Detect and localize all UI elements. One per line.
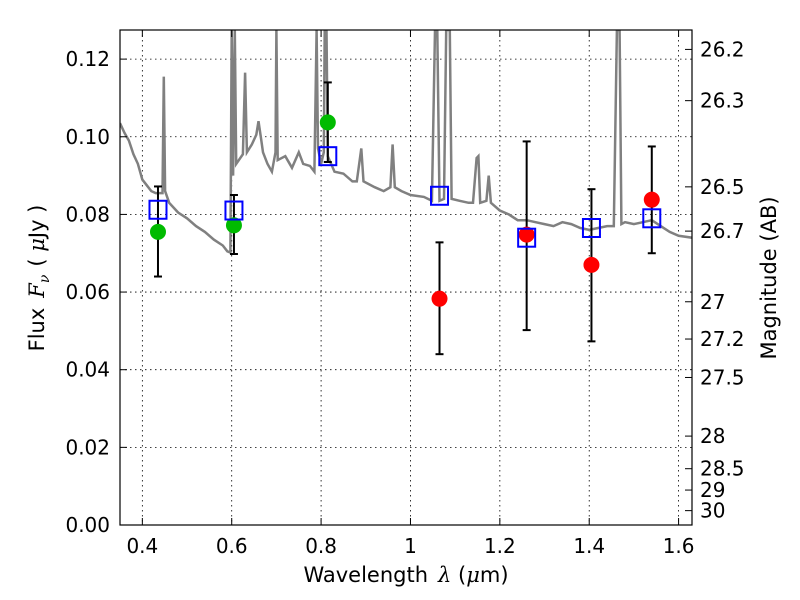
right-y-tick-label: 27.2 xyxy=(700,327,745,351)
axis-ticks xyxy=(120,30,692,526)
model-photometry-point xyxy=(318,146,338,167)
model-photometry-point xyxy=(581,218,601,238)
x-axis-title-text: Wavelength xyxy=(303,563,428,587)
x-axis-units-mu: μ xyxy=(466,563,480,587)
observed-point xyxy=(319,114,336,131)
x-axis-units-close: m) xyxy=(480,563,509,587)
model-photometry-point xyxy=(148,199,168,220)
x-tick-label: 1.4 xyxy=(573,534,605,558)
model-spectrum-line xyxy=(120,30,692,255)
left-y-axis-units-mu: μ xyxy=(25,238,49,252)
right-y-tick-label: 28 xyxy=(700,424,725,448)
axes-frame xyxy=(119,29,693,526)
left-y-axis-title: Flux Fν ( μJy ) xyxy=(25,205,53,352)
x-axis-units-open: ( xyxy=(451,563,466,587)
y-tick-label: 0.02 xyxy=(65,435,110,459)
observed-point xyxy=(643,191,660,208)
observed-point xyxy=(583,256,600,273)
observed-point xyxy=(225,217,242,234)
x-tick-label: 0.6 xyxy=(216,534,248,558)
right-y-tick-label: 26.5 xyxy=(700,175,745,199)
model-photometry-point xyxy=(430,185,450,206)
right-y-tick-label: 30 xyxy=(700,499,725,523)
x-tick-label: 0.8 xyxy=(305,534,337,558)
right-y-tick-label: 26.3 xyxy=(700,89,745,113)
x-axis-title: Wavelength λ (μm) xyxy=(303,563,508,587)
left-y-axis-units-close: Jy ) xyxy=(25,205,49,241)
model-photometry-point xyxy=(517,227,537,248)
right-y-tick-label: 26.7 xyxy=(700,219,745,243)
right-y-axis-title: Magnitude (AB) xyxy=(757,196,781,359)
axis-tick-labels: 0.4 0.6 0.8 1 1.2 1.4 1.6 0.00 0.02 0.04 0.06 0.08 0… xyxy=(65,37,744,558)
observed-point xyxy=(431,290,448,307)
y-tick-label: 0.08 xyxy=(65,202,110,226)
model-photometry-point xyxy=(642,208,662,229)
observed-points xyxy=(149,114,660,307)
left-y-axis-units-open: ( xyxy=(25,252,49,267)
right-y-tick-label: 28.5 xyxy=(700,457,745,481)
y-tick-label: 0.06 xyxy=(65,280,110,304)
x-axis-symbol: λ xyxy=(437,563,451,587)
y-tick-label: 0.10 xyxy=(65,125,110,149)
model-photometry-point xyxy=(224,200,244,221)
x-tick-label: 0.4 xyxy=(126,534,158,558)
right-y-tick-label: 27.5 xyxy=(700,365,745,389)
left-y-axis-title-text: Flux xyxy=(25,308,49,352)
right-y-tick-label: 27 xyxy=(700,290,725,314)
y-tick-label: 0.12 xyxy=(65,47,110,71)
left-y-axis-symbol: F xyxy=(25,282,49,299)
right-y-tick-label: 29 xyxy=(700,478,725,502)
observed-point xyxy=(149,223,166,240)
plot-area xyxy=(120,30,692,356)
x-tick-label: 1.6 xyxy=(663,534,695,558)
x-tick-label: 1.2 xyxy=(484,534,516,558)
right-y-tick-label: 26.2 xyxy=(700,37,745,61)
left-y-axis-symbol-sub: ν xyxy=(37,274,53,283)
y-tick-label: 0.04 xyxy=(65,358,110,382)
model-photometry-points xyxy=(148,146,662,248)
y-tick-label: 0.00 xyxy=(65,513,110,537)
x-tick-label: 1 xyxy=(404,534,417,558)
